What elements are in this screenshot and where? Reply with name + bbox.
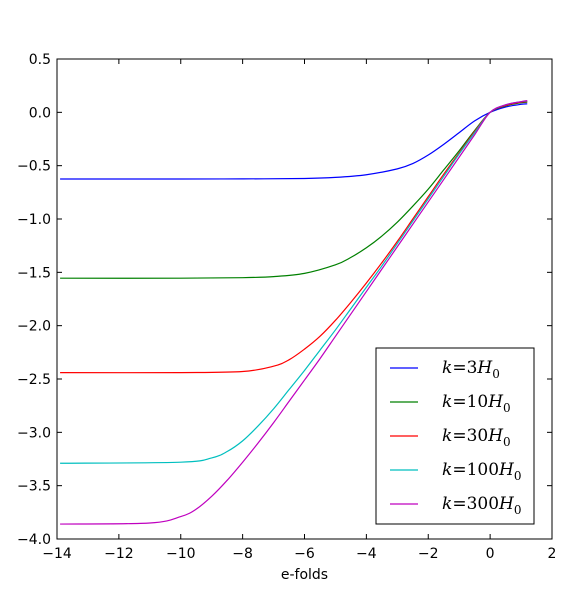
x-tick-label: −6 [294,546,315,562]
y-tick-label: −2.0 [17,319,51,335]
y-tick-label: 0.0 [29,105,51,121]
ticks-layer: −14 −12 −10 −8 −6 −4 −2 0 2 0.5 0.0 −0.5 −1.0 −1.5 −2.… [17,52,556,562]
x-tick-label: 0 [486,546,495,562]
x-tick-label: −14 [42,546,72,562]
legend-label-1: k=10H0 [442,392,511,415]
x-tick-label: −12 [104,546,134,562]
y-tick-label: 0.5 [29,52,51,68]
y-tick-label: −0.5 [17,159,51,175]
legend: k=3H0 k=10H0 k=30H0 k=100H0 k=300H0 [375,347,535,525]
y-tick-label: −3.5 [17,479,51,495]
x-tick-label: −4 [356,546,377,562]
x-tick-label: −10 [166,546,196,562]
series-line-3 [60,100,528,464]
series-line-0 [60,103,528,180]
legend-label-3: k=100H0 [442,460,521,483]
y-tick-label: −3.0 [17,425,51,441]
series-layer [60,100,528,525]
y-tick-label: −1.5 [17,265,51,281]
legend-label-0: k=3H0 [442,358,500,381]
series-line-4 [60,100,528,525]
x-axis-label: e-folds [281,567,328,583]
x-tick-label: −8 [232,546,253,562]
x-tick-label: 2 [548,546,557,562]
y-tick-label: −1.0 [17,212,51,228]
x-tick-label: −2 [418,546,439,562]
y-tick-label: −4.0 [17,532,51,548]
y-tick-label: −2.5 [17,372,51,388]
legend-label-2: k=30H0 [442,426,511,449]
legend-label-4: k=300H0 [442,494,521,517]
